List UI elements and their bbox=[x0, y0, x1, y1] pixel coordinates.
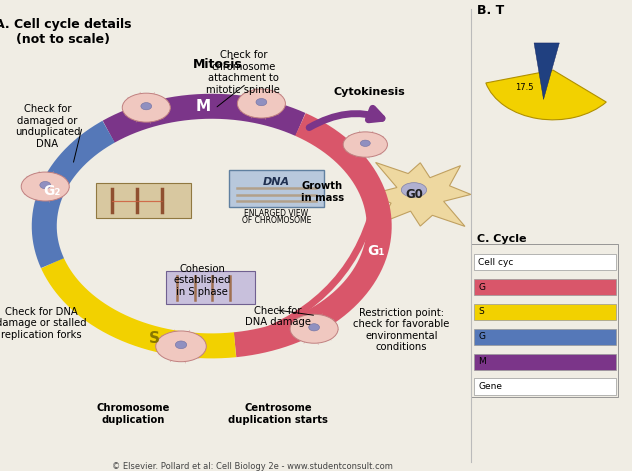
Bar bbox=[474, 379, 616, 395]
Bar bbox=[474, 354, 616, 370]
Text: M: M bbox=[195, 99, 210, 114]
Text: C. Cycle: C. Cycle bbox=[477, 234, 526, 244]
Text: Gene: Gene bbox=[478, 382, 502, 391]
Ellipse shape bbox=[238, 89, 286, 118]
Text: G₁: G₁ bbox=[367, 244, 384, 258]
Text: B. T: B. T bbox=[477, 4, 504, 16]
Text: A. Cell cycle details
(not to scale): A. Cell cycle details (not to scale) bbox=[0, 18, 131, 46]
Text: OF CHROMOSOME: OF CHROMOSOME bbox=[242, 216, 311, 225]
Text: Mitosis: Mitosis bbox=[193, 58, 243, 71]
Text: Restriction point:
check for favorable
environmental
conditions: Restriction point: check for favorable e… bbox=[353, 308, 449, 352]
Ellipse shape bbox=[155, 331, 206, 362]
FancyBboxPatch shape bbox=[166, 271, 255, 304]
Text: S: S bbox=[478, 308, 484, 317]
Ellipse shape bbox=[308, 324, 320, 331]
Bar bbox=[474, 254, 616, 270]
Wedge shape bbox=[486, 70, 606, 120]
Text: DNA: DNA bbox=[263, 177, 290, 187]
Ellipse shape bbox=[141, 103, 152, 110]
Ellipse shape bbox=[122, 93, 170, 122]
Text: Check for
damaged or
unduplicated
DNA: Check for damaged or unduplicated DNA bbox=[15, 104, 80, 149]
Text: Cytokinesis: Cytokinesis bbox=[334, 87, 406, 97]
Bar bbox=[474, 329, 616, 345]
Bar bbox=[474, 279, 616, 295]
Polygon shape bbox=[370, 162, 471, 227]
FancyBboxPatch shape bbox=[96, 183, 191, 219]
Text: Centrosome
duplication starts: Centrosome duplication starts bbox=[228, 403, 328, 424]
Ellipse shape bbox=[343, 132, 387, 157]
Ellipse shape bbox=[256, 98, 267, 106]
Text: Check for DNA
damage or stalled
replication forks: Check for DNA damage or stalled replicat… bbox=[0, 307, 87, 340]
Ellipse shape bbox=[290, 314, 338, 343]
Text: Check for
DNA damage: Check for DNA damage bbox=[245, 306, 311, 327]
Ellipse shape bbox=[175, 341, 186, 349]
Text: Cohesion
established
in S phase: Cohesion established in S phase bbox=[174, 264, 231, 297]
Text: ENLARGED VIEW: ENLARGED VIEW bbox=[245, 209, 308, 218]
Text: M: M bbox=[478, 357, 486, 366]
Text: S: S bbox=[149, 331, 160, 346]
FancyBboxPatch shape bbox=[229, 171, 324, 207]
Bar bbox=[474, 304, 616, 320]
Text: G₂: G₂ bbox=[43, 184, 60, 198]
Text: 17.5: 17.5 bbox=[515, 83, 534, 92]
Ellipse shape bbox=[360, 140, 370, 146]
Text: Growth
in mass: Growth in mass bbox=[301, 181, 344, 203]
Text: G: G bbox=[478, 333, 485, 341]
Ellipse shape bbox=[40, 181, 51, 189]
Text: Chromosome
duplication: Chromosome duplication bbox=[96, 403, 169, 424]
Ellipse shape bbox=[21, 172, 70, 201]
Text: G: G bbox=[478, 283, 485, 292]
Polygon shape bbox=[534, 43, 559, 99]
Text: Check for
chromosome
attachment to
mitotic spindle: Check for chromosome attachment to mitot… bbox=[207, 50, 280, 95]
Ellipse shape bbox=[401, 183, 427, 197]
Text: Cell cyc: Cell cyc bbox=[478, 258, 514, 267]
Text: © Elsevier. Pollard et al: Cell Biology 2e - www.studentconsult.com: © Elsevier. Pollard et al: Cell Biology … bbox=[112, 462, 393, 471]
Text: G0: G0 bbox=[405, 188, 423, 201]
